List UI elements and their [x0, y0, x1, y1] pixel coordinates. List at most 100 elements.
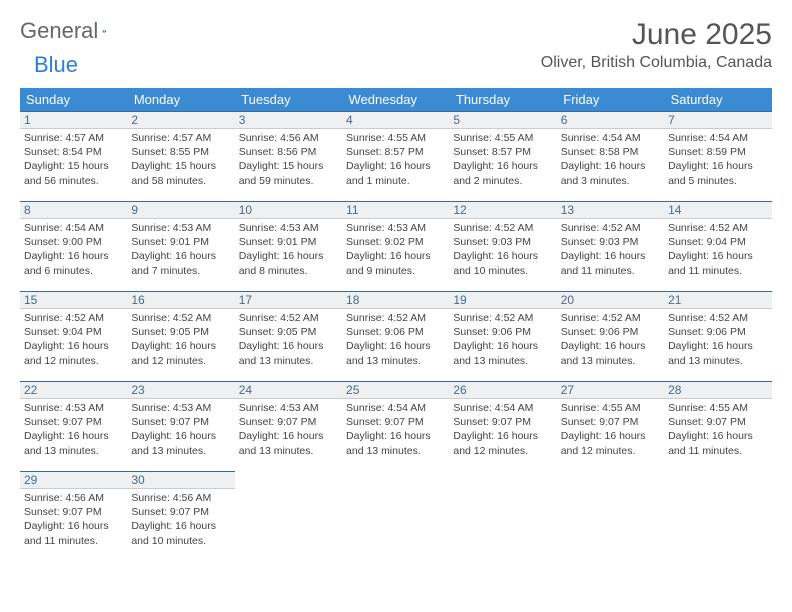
- day-detail: Sunrise: 4:52 AMSunset: 9:06 PMDaylight:…: [449, 309, 556, 372]
- sunset-line: Sunset: 9:07 PM: [24, 415, 123, 429]
- day-number: 20: [557, 291, 664, 309]
- day-number: 17: [235, 291, 342, 309]
- daylight-line: Daylight: 16 hours and 11 minutes.: [561, 249, 660, 277]
- sunset-line: Sunset: 9:06 PM: [346, 325, 445, 339]
- sunrise-line: Sunrise: 4:52 AM: [346, 311, 445, 325]
- weekday-header: Saturday: [664, 88, 771, 111]
- sunset-line: Sunset: 9:05 PM: [239, 325, 338, 339]
- calendar-body: 1Sunrise: 4:57 AMSunset: 8:54 PMDaylight…: [20, 111, 772, 561]
- day-detail: Sunrise: 4:55 AMSunset: 8:57 PMDaylight:…: [342, 129, 449, 192]
- sunset-line: Sunset: 9:01 PM: [131, 235, 230, 249]
- day-detail: Sunrise: 4:57 AMSunset: 8:54 PMDaylight:…: [20, 129, 127, 192]
- calendar-cell: 17Sunrise: 4:52 AMSunset: 9:05 PMDayligh…: [235, 291, 342, 381]
- day-number: 1: [20, 111, 127, 129]
- sunset-line: Sunset: 9:06 PM: [453, 325, 552, 339]
- weekday-header: Thursday: [449, 88, 556, 111]
- sunset-line: Sunset: 9:07 PM: [131, 415, 230, 429]
- calendar-cell: 5Sunrise: 4:55 AMSunset: 8:57 PMDaylight…: [449, 111, 556, 201]
- calendar-cell: ..: [557, 471, 664, 561]
- calendar-cell: 9Sunrise: 4:53 AMSunset: 9:01 PMDaylight…: [127, 201, 234, 291]
- daylight-line: Daylight: 16 hours and 8 minutes.: [239, 249, 338, 277]
- day-detail: Sunrise: 4:52 AMSunset: 9:06 PMDaylight:…: [342, 309, 449, 372]
- day-number: 16: [127, 291, 234, 309]
- day-detail: Sunrise: 4:56 AMSunset: 8:56 PMDaylight:…: [235, 129, 342, 192]
- daylight-line: Daylight: 16 hours and 1 minute.: [346, 159, 445, 187]
- calendar-cell: 14Sunrise: 4:52 AMSunset: 9:04 PMDayligh…: [664, 201, 771, 291]
- day-detail: Sunrise: 4:54 AMSunset: 9:00 PMDaylight:…: [20, 219, 127, 282]
- sunset-line: Sunset: 9:07 PM: [561, 415, 660, 429]
- day-number: 4: [342, 111, 449, 129]
- calendar-cell: 20Sunrise: 4:52 AMSunset: 9:06 PMDayligh…: [557, 291, 664, 381]
- sunrise-line: Sunrise: 4:52 AM: [668, 311, 767, 325]
- weekday-header: Friday: [557, 88, 664, 111]
- sunrise-line: Sunrise: 4:54 AM: [453, 401, 552, 415]
- calendar-cell: 29Sunrise: 4:56 AMSunset: 9:07 PMDayligh…: [20, 471, 127, 561]
- calendar-cell: 12Sunrise: 4:52 AMSunset: 9:03 PMDayligh…: [449, 201, 556, 291]
- daylight-line: Daylight: 16 hours and 3 minutes.: [561, 159, 660, 187]
- sunset-line: Sunset: 9:05 PM: [131, 325, 230, 339]
- day-detail: Sunrise: 4:52 AMSunset: 9:06 PMDaylight:…: [664, 309, 771, 372]
- daylight-line: Daylight: 16 hours and 13 minutes.: [346, 429, 445, 457]
- sunset-line: Sunset: 9:03 PM: [453, 235, 552, 249]
- day-number: 22: [20, 381, 127, 399]
- sunset-line: Sunset: 9:01 PM: [239, 235, 338, 249]
- sunset-line: Sunset: 9:07 PM: [131, 505, 230, 519]
- daylight-line: Daylight: 16 hours and 12 minutes.: [24, 339, 123, 367]
- calendar-cell: 11Sunrise: 4:53 AMSunset: 9:02 PMDayligh…: [342, 201, 449, 291]
- daylight-line: Daylight: 16 hours and 12 minutes.: [453, 429, 552, 457]
- sunrise-line: Sunrise: 4:56 AM: [239, 131, 338, 145]
- daylight-line: Daylight: 16 hours and 11 minutes.: [668, 249, 767, 277]
- logo-triangle-icon: [102, 23, 106, 39]
- day-detail: Sunrise: 4:53 AMSunset: 9:02 PMDaylight:…: [342, 219, 449, 282]
- calendar-row: 15Sunrise: 4:52 AMSunset: 9:04 PMDayligh…: [20, 291, 772, 381]
- sunrise-line: Sunrise: 4:54 AM: [561, 131, 660, 145]
- sunrise-line: Sunrise: 4:55 AM: [668, 401, 767, 415]
- calendar-cell: 19Sunrise: 4:52 AMSunset: 9:06 PMDayligh…: [449, 291, 556, 381]
- sunset-line: Sunset: 8:58 PM: [561, 145, 660, 159]
- daylight-line: Daylight: 16 hours and 10 minutes.: [453, 249, 552, 277]
- calendar-cell: 13Sunrise: 4:52 AMSunset: 9:03 PMDayligh…: [557, 201, 664, 291]
- day-detail: Sunrise: 4:57 AMSunset: 8:55 PMDaylight:…: [127, 129, 234, 192]
- day-number: 2: [127, 111, 234, 129]
- calendar-cell: 4Sunrise: 4:55 AMSunset: 8:57 PMDaylight…: [342, 111, 449, 201]
- calendar-row: 29Sunrise: 4:56 AMSunset: 9:07 PMDayligh…: [20, 471, 772, 561]
- daylight-line: Daylight: 16 hours and 11 minutes.: [668, 429, 767, 457]
- sunset-line: Sunset: 9:06 PM: [668, 325, 767, 339]
- sunrise-line: Sunrise: 4:55 AM: [561, 401, 660, 415]
- day-detail: Sunrise: 4:52 AMSunset: 9:04 PMDaylight:…: [664, 219, 771, 282]
- day-detail: Sunrise: 4:54 AMSunset: 8:59 PMDaylight:…: [664, 129, 771, 192]
- day-number: 23: [127, 381, 234, 399]
- day-number: 13: [557, 201, 664, 219]
- weekday-header: Wednesday: [342, 88, 449, 111]
- daylight-line: Daylight: 15 hours and 59 minutes.: [239, 159, 338, 187]
- daylight-line: Daylight: 16 hours and 13 minutes.: [346, 339, 445, 367]
- daylight-line: Daylight: 15 hours and 58 minutes.: [131, 159, 230, 187]
- day-detail: Sunrise: 4:53 AMSunset: 9:01 PMDaylight:…: [235, 219, 342, 282]
- sunset-line: Sunset: 9:04 PM: [668, 235, 767, 249]
- calendar-cell: 10Sunrise: 4:53 AMSunset: 9:01 PMDayligh…: [235, 201, 342, 291]
- calendar-cell: ..: [664, 471, 771, 561]
- day-number: 25: [342, 381, 449, 399]
- sunset-line: Sunset: 8:56 PM: [239, 145, 338, 159]
- sunrise-line: Sunrise: 4:53 AM: [131, 221, 230, 235]
- calendar-cell: 18Sunrise: 4:52 AMSunset: 9:06 PMDayligh…: [342, 291, 449, 381]
- day-number: 19: [449, 291, 556, 309]
- sunset-line: Sunset: 9:04 PM: [24, 325, 123, 339]
- sunrise-line: Sunrise: 4:53 AM: [346, 221, 445, 235]
- day-detail: Sunrise: 4:55 AMSunset: 9:07 PMDaylight:…: [557, 399, 664, 462]
- calendar-table: SundayMondayTuesdayWednesdayThursdayFrid…: [20, 88, 772, 561]
- day-number: 10: [235, 201, 342, 219]
- daylight-line: Daylight: 16 hours and 10 minutes.: [131, 519, 230, 547]
- calendar-row: 22Sunrise: 4:53 AMSunset: 9:07 PMDayligh…: [20, 381, 772, 471]
- daylight-line: Daylight: 16 hours and 6 minutes.: [24, 249, 123, 277]
- day-detail: Sunrise: 4:52 AMSunset: 9:04 PMDaylight:…: [20, 309, 127, 372]
- daylight-line: Daylight: 16 hours and 9 minutes.: [346, 249, 445, 277]
- day-detail: Sunrise: 4:53 AMSunset: 9:07 PMDaylight:…: [20, 399, 127, 462]
- sunrise-line: Sunrise: 4:52 AM: [561, 221, 660, 235]
- day-detail: Sunrise: 4:52 AMSunset: 9:05 PMDaylight:…: [235, 309, 342, 372]
- calendar-cell: 25Sunrise: 4:54 AMSunset: 9:07 PMDayligh…: [342, 381, 449, 471]
- sunrise-line: Sunrise: 4:54 AM: [668, 131, 767, 145]
- calendar-cell: 8Sunrise: 4:54 AMSunset: 9:00 PMDaylight…: [20, 201, 127, 291]
- sunrise-line: Sunrise: 4:56 AM: [24, 491, 123, 505]
- day-detail: Sunrise: 4:55 AMSunset: 9:07 PMDaylight:…: [664, 399, 771, 462]
